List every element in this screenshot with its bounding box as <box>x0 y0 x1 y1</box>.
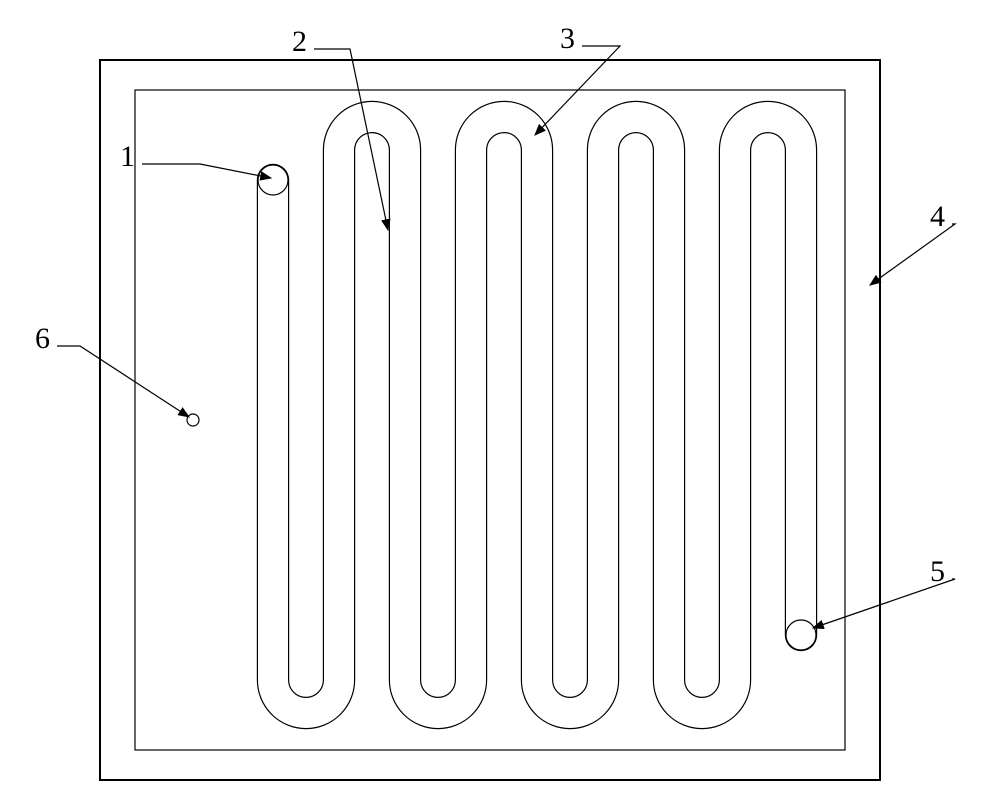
callout-label-5: 5 <box>930 555 945 589</box>
callout-leader-6 <box>57 346 189 417</box>
alignment-hole <box>187 414 199 426</box>
outer-frame <box>100 60 880 780</box>
callout-label-4: 4 <box>930 200 945 234</box>
callout-label-2: 2 <box>292 25 307 59</box>
callout-label-6: 6 <box>35 322 50 356</box>
callout-label-3: 3 <box>560 22 575 56</box>
serpentine-channel-inner <box>273 117 801 713</box>
callout-label-1: 1 <box>120 140 135 174</box>
callout-leader-1 <box>142 164 271 178</box>
